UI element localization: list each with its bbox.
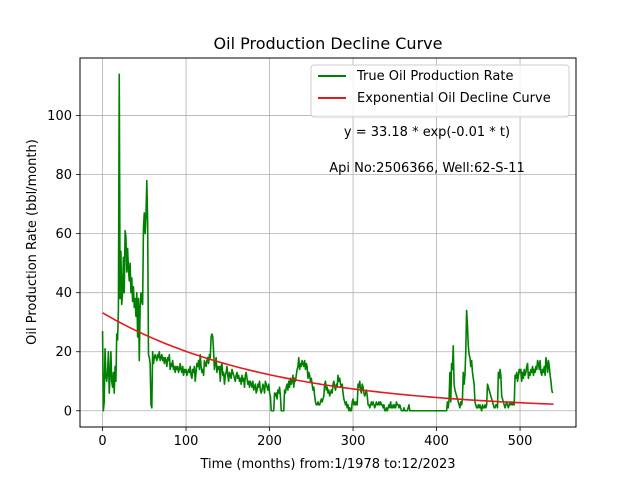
equation-annotation: y = 33.18 * exp(-0.01 * t) bbox=[344, 125, 510, 140]
series-line-true-rate bbox=[101, 73, 554, 412]
x-tick-label: 100 bbox=[174, 434, 199, 449]
plot-frame bbox=[79, 57, 577, 428]
x-axis-title: Time (months) from:1/1978 to:12/2023 bbox=[199, 457, 455, 472]
legend-label-decline-curve: Exponential Oil Decline Curve bbox=[357, 91, 551, 106]
y-tick-label: 40 bbox=[55, 286, 72, 301]
y-tick-label: 60 bbox=[55, 227, 72, 242]
series-line-decline-curve bbox=[102, 312, 554, 405]
y-tick-label: 100 bbox=[47, 109, 72, 124]
x-tick-label: 0 bbox=[98, 434, 106, 449]
axis-ticks: 0 100 200 300 400 500 0 20 40 60 80 100 bbox=[47, 109, 532, 449]
legend-box bbox=[310, 64, 570, 118]
y-tick-label: 0 bbox=[64, 404, 72, 419]
well-annotation: Api No:2506366, Well:62-S-11 bbox=[329, 161, 525, 176]
grid-lines bbox=[80, 58, 576, 427]
x-tick-label: 300 bbox=[341, 434, 366, 449]
chart-title: Oil Production Decline Curve bbox=[214, 34, 443, 53]
plot-series bbox=[101, 73, 554, 412]
x-tick-label: 200 bbox=[257, 434, 282, 449]
y-tick-label: 80 bbox=[55, 168, 72, 183]
y-tick-label: 20 bbox=[55, 345, 72, 360]
y-axis-title: Oil Production Rate (bbl/month) bbox=[25, 139, 40, 345]
x-tick-label: 500 bbox=[508, 434, 533, 449]
legend: True Oil Production Rate Exponential Oil… bbox=[310, 64, 570, 118]
x-tick-label: 400 bbox=[424, 434, 449, 449]
legend-label-true-rate: True Oil Production Rate bbox=[356, 69, 513, 84]
